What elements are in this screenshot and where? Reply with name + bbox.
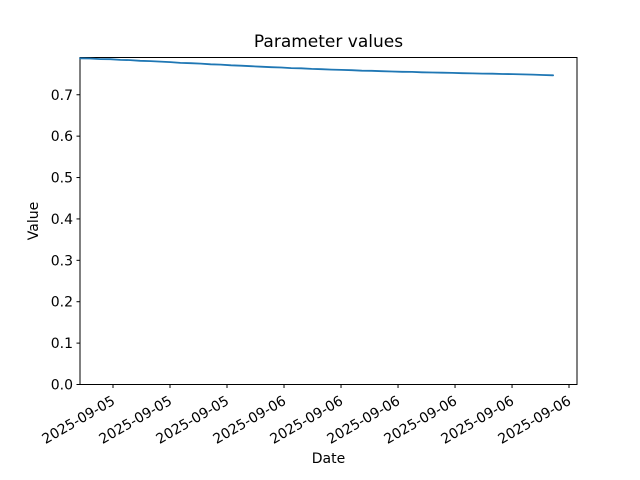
y-tick-label: 0.6 xyxy=(51,129,73,145)
y-tick-label: 0.1 xyxy=(51,336,73,352)
y-tick-label: 0.4 xyxy=(51,212,73,228)
plot-area: 2025-09-052025-09-052025-09-052025-09-06… xyxy=(40,57,578,448)
data-line xyxy=(79,57,554,77)
y-tick-label: 0.7 xyxy=(51,88,73,104)
chart-title: Parameter values xyxy=(254,32,403,52)
plot-spines xyxy=(79,57,578,385)
y-tick-label: 0.5 xyxy=(51,171,73,187)
y-tick-label: 0.0 xyxy=(51,378,73,394)
y-tick-label: 0.2 xyxy=(51,295,73,311)
y-tick-label: 0.3 xyxy=(51,253,73,269)
x-axis-label: Date xyxy=(312,451,345,467)
y-axis-label: Value xyxy=(26,202,42,240)
